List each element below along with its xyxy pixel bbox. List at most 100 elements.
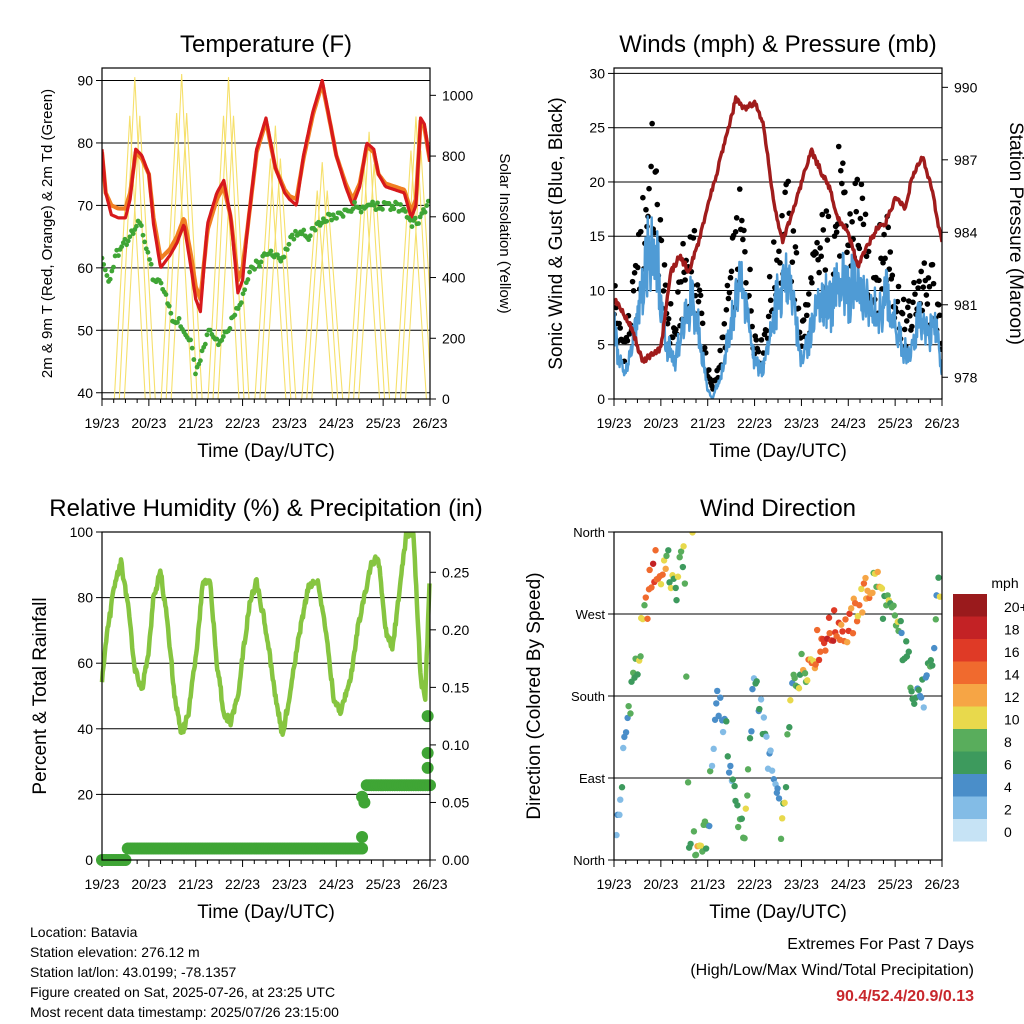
direction-point [723, 718, 730, 725]
dewpoint-point [175, 319, 180, 325]
direction-point [690, 828, 698, 835]
y-tick-label: 50 [77, 322, 93, 338]
direction-point [874, 568, 881, 576]
plot-frame [101, 531, 431, 861]
y2-tick-label: 981 [954, 297, 978, 313]
direction-point [738, 815, 746, 822]
direction-point [719, 728, 727, 736]
gust-point [814, 239, 820, 246]
dewpoint-point [386, 201, 392, 206]
gust-point [854, 176, 861, 183]
solar-insolation-line [165, 74, 198, 399]
direction-point [778, 815, 786, 822]
extremes-values: 90.4/52.4/20.9/0.13 [836, 988, 974, 1005]
direction-point [742, 805, 750, 812]
direction-point [652, 547, 659, 554]
gust-point [824, 237, 831, 243]
direction-point [714, 687, 721, 695]
dewpoint-point [307, 233, 313, 239]
legend-swatch [953, 639, 987, 662]
dewpoint-point [245, 277, 251, 282]
direction-point [798, 650, 805, 658]
gust-point [833, 229, 840, 235]
dewpoint-point [257, 263, 262, 269]
direction-point [777, 835, 785, 843]
dewpoint-point [219, 337, 225, 343]
y-tick-label: 80 [77, 135, 93, 151]
x-tick-label: 19/23 [596, 415, 631, 431]
direction-point [731, 782, 738, 790]
gust-point [723, 307, 730, 313]
gust-point [911, 279, 917, 286]
x-tick-label: 20/23 [131, 876, 166, 892]
extremes-heading: Extremes For Past 7 Days [787, 936, 974, 953]
direction-point [830, 607, 838, 614]
y-axis-label: Percent & Total Rainfall [30, 597, 51, 794]
precip-point [356, 842, 369, 855]
gust-point [916, 278, 922, 285]
plot-frame [101, 67, 431, 400]
dewpoint-point [324, 218, 330, 224]
gust-point [878, 255, 884, 262]
direction-point [897, 617, 904, 625]
direction-point [706, 822, 713, 830]
x-tick-label: 26/23 [412, 415, 447, 431]
legend-label: 2 [1004, 802, 1012, 818]
y2-tick-label: 0.05 [442, 794, 469, 810]
direction-point [908, 688, 915, 695]
gust-point [818, 253, 825, 260]
dewpoint-point [104, 273, 110, 278]
gust-point [880, 259, 886, 266]
solar-insolation-line [170, 113, 203, 399]
precip-point [421, 746, 434, 759]
gust-point [840, 160, 846, 166]
x-tick-label: 20/23 [643, 415, 678, 431]
gust-point [732, 229, 739, 235]
gust-point [675, 289, 681, 295]
dewpoint-point [412, 215, 418, 221]
direction-point [817, 648, 824, 655]
direction-point [734, 802, 741, 809]
gust-point [790, 228, 797, 234]
direction-point [681, 580, 689, 587]
gust-point [920, 284, 927, 290]
y2-tick-label: 0.25 [442, 564, 469, 580]
gust-point [638, 228, 644, 235]
gust-point [895, 283, 902, 290]
gust-point [680, 240, 686, 247]
gust-point [876, 277, 882, 284]
direction-point [639, 615, 646, 623]
gust-point [753, 337, 760, 343]
legend-title: mph [991, 575, 1018, 591]
direction-point [822, 647, 829, 654]
x-tick-label: 19/23 [84, 876, 119, 892]
gust-point [746, 292, 752, 299]
direction-point [734, 823, 742, 831]
dewpoint-point [107, 276, 113, 282]
x-axis-label: Time (Day/UTC) [709, 441, 847, 462]
direction-point [844, 638, 851, 646]
gust-point [755, 348, 762, 355]
direction-point [849, 629, 857, 637]
precip-point [421, 710, 434, 723]
gust-point [664, 320, 671, 327]
gust-point [661, 262, 668, 268]
dewpoint-point [403, 209, 408, 214]
series-group [614, 95, 942, 399]
gust-point [643, 206, 649, 213]
gust-point [792, 244, 799, 250]
gust-point [617, 325, 623, 331]
gust-point [725, 295, 732, 302]
direction-point [727, 762, 734, 770]
gust-point [894, 298, 901, 305]
y-tick-label: West [576, 607, 606, 622]
y-tick-label: 15 [589, 228, 605, 244]
direction-point [860, 580, 868, 587]
direction-point [617, 796, 624, 803]
dewpoint-point [176, 315, 182, 321]
gust-point [853, 208, 860, 215]
dewpoint-point [163, 292, 169, 297]
dewpoint-point [127, 234, 133, 240]
y-axis-label: Direction (Colored By Speed) [524, 572, 545, 819]
y-tick-label: 25 [589, 120, 605, 136]
